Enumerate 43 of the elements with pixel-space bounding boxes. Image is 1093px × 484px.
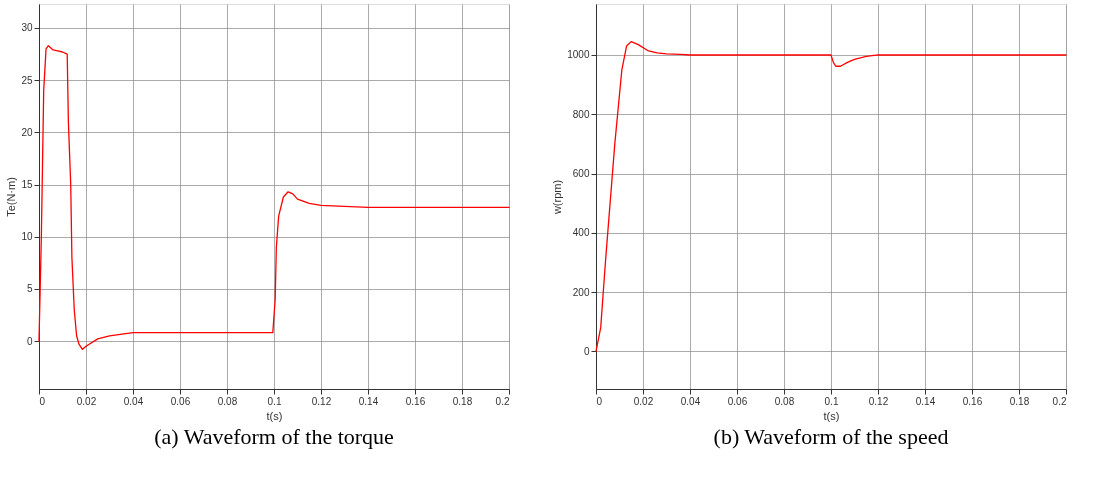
x-tick-label: 0.12: [311, 395, 332, 407]
y-tick-label: 5: [26, 283, 33, 295]
y-tick-label: 25: [21, 74, 33, 86]
y-tick-label: 30: [21, 22, 33, 34]
x-tick-label: 0.14: [915, 395, 936, 407]
x-tick-label: 0.1: [824, 395, 839, 407]
x-tick-label: 0.04: [680, 395, 701, 407]
text: (b) Waveform of the speed: [713, 424, 949, 449]
x-tick-label: 0.1: [267, 395, 282, 407]
x-tick-label: 0.06: [727, 395, 748, 407]
y-axis-title: w(rpm): [551, 179, 564, 216]
y-tick-label: 600: [572, 168, 590, 180]
y-tick-label: 0: [26, 335, 33, 347]
x-tick-label: 0.2: [1052, 395, 1067, 407]
x-tick-label: 0.02: [76, 395, 97, 407]
line-series: [595, 40, 1067, 353]
line-series: [38, 45, 510, 350]
x-tick-label: 0.06: [170, 395, 191, 407]
x-tick-label: 0.04: [123, 395, 144, 407]
y-tick-label: 0: [583, 345, 590, 357]
x-tick-label: 0.18: [1009, 395, 1030, 407]
x-tick-label: 0.02: [633, 395, 654, 407]
text: (a) Waveform of the torque: [154, 424, 394, 449]
x-tick-label: 0.08: [217, 395, 238, 407]
x-tick-label: 0.08: [774, 395, 795, 407]
y-tick-label: 800: [572, 108, 590, 120]
x-tick-label: 0: [596, 395, 603, 407]
y-axis-title: Te(N·m): [5, 177, 18, 217]
x-tick-label: 0.16: [962, 395, 983, 407]
x-tick-label: 0.14: [358, 395, 379, 407]
y-tick-label: 400: [572, 227, 590, 239]
x-tick-label: 0.18: [452, 395, 473, 407]
x-tick-label: 0.16: [405, 395, 426, 407]
x-tick-label: 0.12: [868, 395, 889, 407]
x-tick-label: 0: [39, 395, 46, 407]
y-tick-label: 15: [21, 179, 33, 190]
y-tick-label: 20: [21, 126, 33, 138]
x-axis-title: t(s): [823, 409, 840, 422]
x-tick-label: 0.2: [495, 395, 510, 407]
y-tick-label: 1000: [567, 49, 590, 61]
x-axis-title: t(s): [266, 409, 283, 422]
y-tick-label: 200: [572, 286, 590, 298]
y-tick-label: 10: [21, 231, 33, 243]
